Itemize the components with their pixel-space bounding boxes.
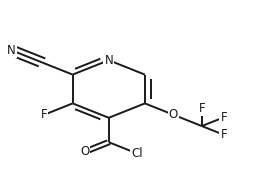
Text: F: F	[41, 108, 47, 121]
Text: N: N	[7, 44, 16, 57]
Text: F: F	[198, 102, 205, 115]
Text: O: O	[80, 145, 89, 158]
Text: N: N	[104, 54, 113, 67]
Text: F: F	[220, 111, 227, 124]
Text: O: O	[169, 108, 178, 121]
Text: F: F	[220, 128, 227, 141]
Text: Cl: Cl	[131, 147, 143, 160]
